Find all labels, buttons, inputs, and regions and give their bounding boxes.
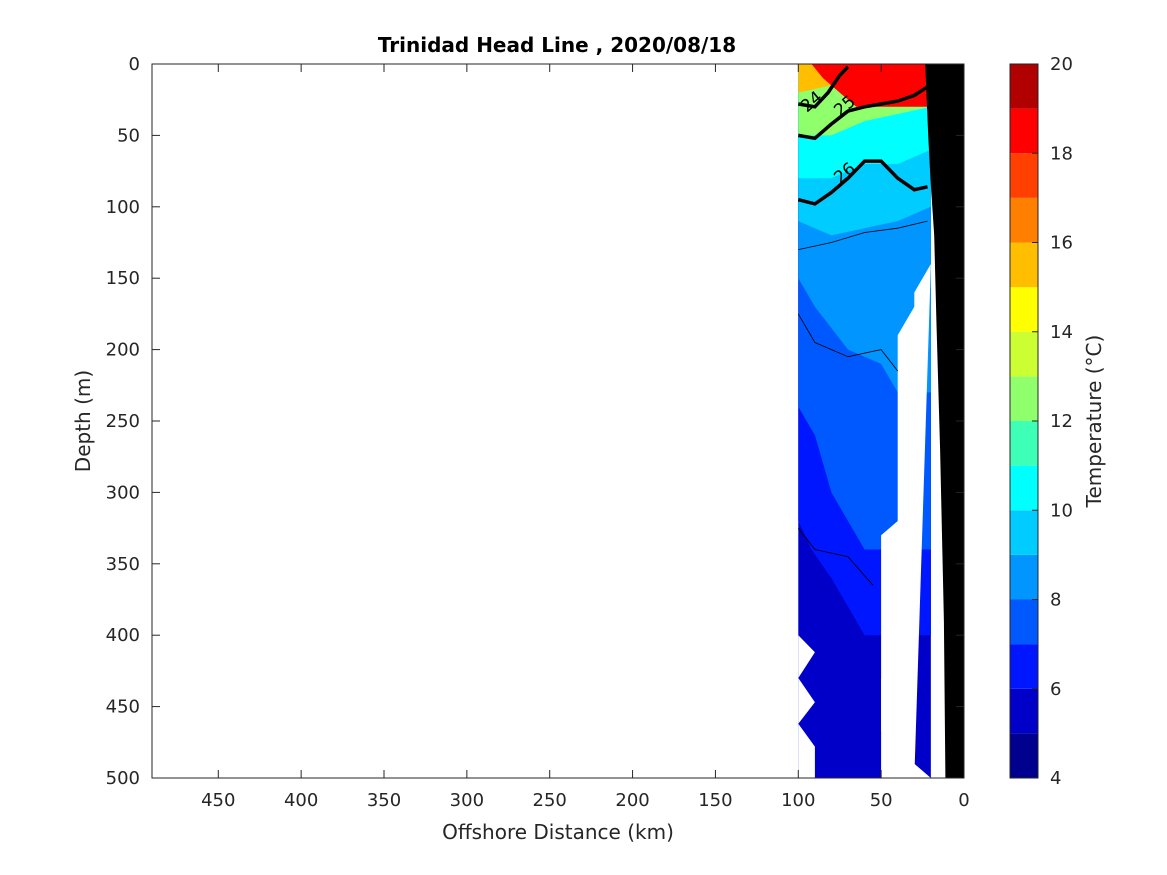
colorbar-tick-label: 14 (1050, 322, 1073, 343)
y-axis-label: Depth (m) (71, 370, 95, 472)
colorbar-tick-label: 20 (1050, 54, 1073, 75)
x-tick-label: 350 (367, 790, 401, 811)
temperature-field (798, 64, 931, 778)
colorbar-tick-label: 16 (1050, 233, 1073, 254)
density-contour-24 (798, 65, 850, 109)
colorbar-segment (1010, 108, 1038, 154)
temperature-band (798, 64, 931, 107)
colorbar-segment (1010, 599, 1038, 645)
y-tick-label: 400 (106, 625, 140, 646)
y-tick-label: 100 (106, 197, 140, 218)
colorbar-segment (1010, 287, 1038, 332)
y-tick-label: 300 (106, 482, 140, 503)
y-tick-label: 350 (106, 554, 140, 575)
no-data-mask (798, 635, 815, 778)
colorbar-tick-label: 6 (1050, 679, 1061, 700)
x-tick-label: 300 (450, 790, 484, 811)
y-tick-label: 50 (117, 125, 140, 146)
seafloor (925, 64, 964, 778)
colorbar-tick-label: 10 (1050, 500, 1073, 521)
x-tick-label: 150 (698, 790, 732, 811)
colorbar-tick-label: 12 (1050, 411, 1073, 432)
y-tick-label: 250 (106, 411, 140, 432)
x-tick-label: 450 (201, 790, 235, 811)
x-axis-label: Offshore Distance (km) (442, 820, 674, 844)
thin-contour (797, 313, 899, 372)
seafloor-profile (925, 64, 964, 778)
colorbar-segment (1010, 644, 1038, 689)
y-tick-label: 200 (106, 340, 140, 361)
colorbar-segment (1010, 376, 1038, 421)
x-tick-label: 100 (781, 790, 815, 811)
thin-contour (797, 527, 874, 586)
density-contour-26 (797, 159, 928, 206)
colorbar-segment (1010, 465, 1038, 511)
x-axis: 450 400 350 300 250 200 150 100 50 0 (201, 64, 970, 811)
no-data-mask (881, 263, 931, 778)
x-tick-label: 250 (533, 790, 567, 811)
colorbar-tick-label: 18 (1050, 143, 1073, 164)
chart-title: Trinidad Head Line , 2020/08/18 (378, 33, 736, 57)
colorbar-segment (1010, 733, 1038, 778)
colorbar-tick-label: 8 (1050, 590, 1061, 611)
y-tick-label: 450 (106, 697, 140, 718)
x-tick-label: 400 (284, 790, 318, 811)
colorbar-segment (1010, 197, 1038, 243)
colorbar (1009, 63, 1039, 779)
x-tick-label: 0 (958, 790, 969, 811)
colorbar-segment (1010, 331, 1038, 377)
x-tick-label: 200 (615, 790, 649, 811)
colorbar-segment (1010, 64, 1038, 109)
colorbar-segment (1010, 554, 1038, 600)
density-contour-25 (797, 85, 929, 141)
colorbar-label: Temperature (°C) (1082, 335, 1106, 509)
thin-contour (798, 220, 928, 250)
colorbar-segment (1010, 510, 1038, 555)
colorbar-segment (1010, 688, 1038, 734)
colorbar-segment (1010, 242, 1038, 288)
y-tick-label: 500 (106, 768, 140, 789)
colorbar-segment (1010, 421, 1038, 466)
y-tick-label: 0 (129, 54, 140, 75)
y-tick-label: 150 (106, 268, 140, 289)
colorbar-tick-label: 4 (1050, 768, 1061, 789)
colorbar-axis: 4 6 8 10 12 14 16 18 20 (1032, 54, 1073, 789)
colorbar-segment (1010, 153, 1038, 198)
x-tick-label: 50 (870, 790, 893, 811)
y-axis: 0 50 100 150 200 250 300 350 400 450 500 (106, 54, 964, 789)
